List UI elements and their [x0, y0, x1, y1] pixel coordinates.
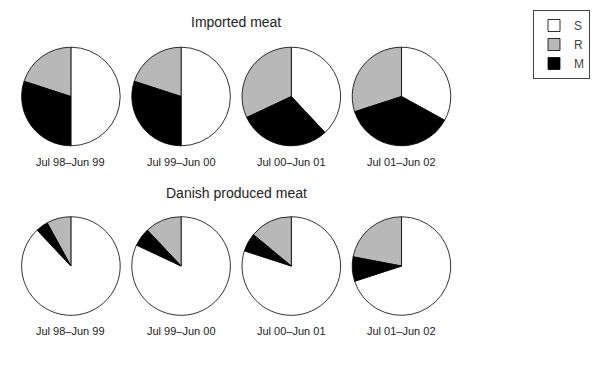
svg-text:S: S [574, 19, 582, 33]
svg-text:Jul 99–Jun 00: Jul 99–Jun 00 [147, 325, 216, 337]
svg-text:Jul 98–Jun 99: Jul 98–Jun 99 [36, 325, 105, 337]
svg-text:Jul 01–Jun 02: Jul 01–Jun 02 [367, 156, 436, 168]
svg-text:Jul 99–Jun 00: Jul 99–Jun 00 [147, 156, 216, 168]
svg-text:M: M [574, 57, 584, 71]
svg-text:Jul 00–Jun 01: Jul 00–Jun 01 [257, 156, 326, 168]
svg-text:Imported meat: Imported meat [191, 14, 281, 30]
svg-text:Jul 00–Jun 01: Jul 00–Jun 01 [257, 325, 326, 337]
svg-text:Jul 01–Jun 02: Jul 01–Jun 02 [367, 325, 436, 337]
svg-text:Danish produced meat: Danish produced meat [166, 185, 307, 201]
svg-text:Jul 98–Jun 99: Jul 98–Jun 99 [36, 156, 105, 168]
svg-text:R: R [574, 38, 583, 52]
